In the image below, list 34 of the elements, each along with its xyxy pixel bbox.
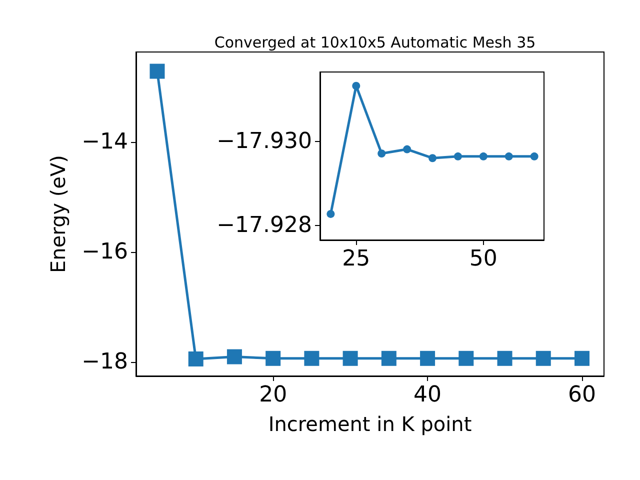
chart-title: Converged at 10x10x5 Automatic Mesh 35 (214, 34, 536, 52)
y-tick-label: −16 (82, 240, 128, 265)
point (458, 350, 474, 366)
point (326, 210, 335, 218)
point (304, 350, 320, 366)
point (352, 82, 360, 90)
y-axis-title: Energy (eV) (46, 155, 70, 273)
x-tick-label: 25 (342, 246, 370, 272)
point (226, 349, 242, 364)
point (504, 152, 513, 160)
x-tick-label: 50 (469, 246, 498, 272)
point (378, 149, 386, 158)
point (403, 145, 412, 154)
point (420, 350, 436, 366)
point (428, 154, 437, 162)
x-tick-label: 20 (259, 382, 288, 408)
y-tick-label: −18 (82, 350, 128, 375)
point (454, 152, 462, 160)
y-tick-label: −17.930 (216, 129, 312, 154)
y-tick-label: −14 (82, 130, 128, 155)
point (266, 350, 281, 366)
point (150, 64, 165, 79)
point (497, 350, 512, 366)
point (479, 152, 488, 160)
point (342, 350, 358, 366)
point (574, 350, 590, 366)
x-tick-label: 60 (568, 382, 596, 408)
y-tick-label: −17.928 (216, 213, 312, 238)
point (381, 350, 396, 366)
point (536, 350, 551, 366)
x-axis-title: Increment in K point (268, 412, 472, 436)
x-tick-label: 40 (414, 382, 442, 408)
point (188, 351, 204, 366)
point (530, 152, 538, 160)
